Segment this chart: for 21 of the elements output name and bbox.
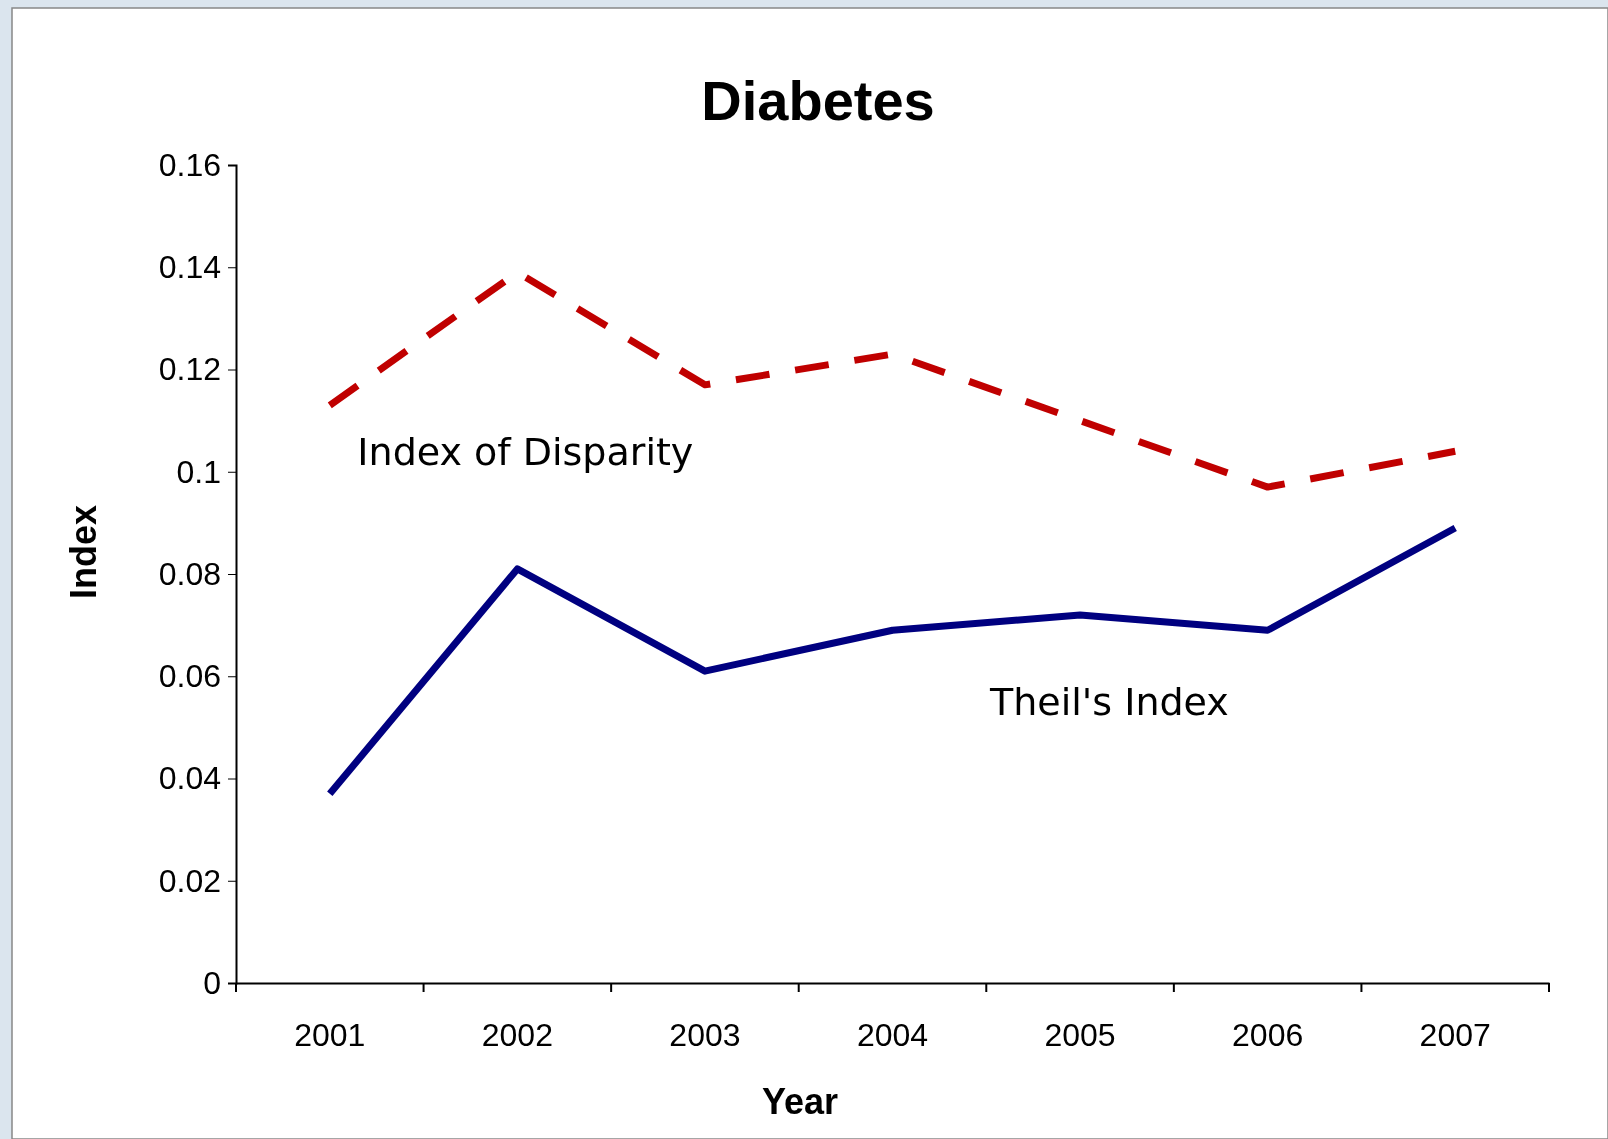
- x-tick-label: 2003: [669, 1016, 741, 1053]
- y-tick-label: 0.04: [158, 760, 221, 797]
- x-axis-title: Year: [761, 1081, 839, 1122]
- y-tick-label: 0.16: [158, 146, 221, 183]
- y-tick-label: 0: [203, 964, 221, 1001]
- y-tick-label: 0.02: [158, 862, 221, 899]
- y-tick-label: 0.06: [158, 657, 221, 694]
- x-tick-label: 2007: [1419, 1016, 1491, 1053]
- x-tick-label: 2004: [856, 1016, 929, 1053]
- series-label: Index of Disparity: [357, 430, 694, 474]
- y-axis-title: Index: [63, 504, 104, 600]
- y-tick-label: 0.12: [158, 351, 221, 388]
- chart-title: Diabetes: [701, 69, 935, 132]
- y-tick-label: 0.08: [158, 555, 221, 592]
- x-tick-label: 2005: [1044, 1016, 1116, 1053]
- y-tick-label: 0.14: [158, 248, 221, 285]
- x-tick-label: 2002: [481, 1016, 553, 1053]
- x-tick-label: 2001: [294, 1016, 366, 1053]
- series-label: Theil's Index: [989, 679, 1229, 724]
- y-tick-label: 0.1: [176, 453, 221, 490]
- x-tick-label: 2006: [1232, 1016, 1304, 1053]
